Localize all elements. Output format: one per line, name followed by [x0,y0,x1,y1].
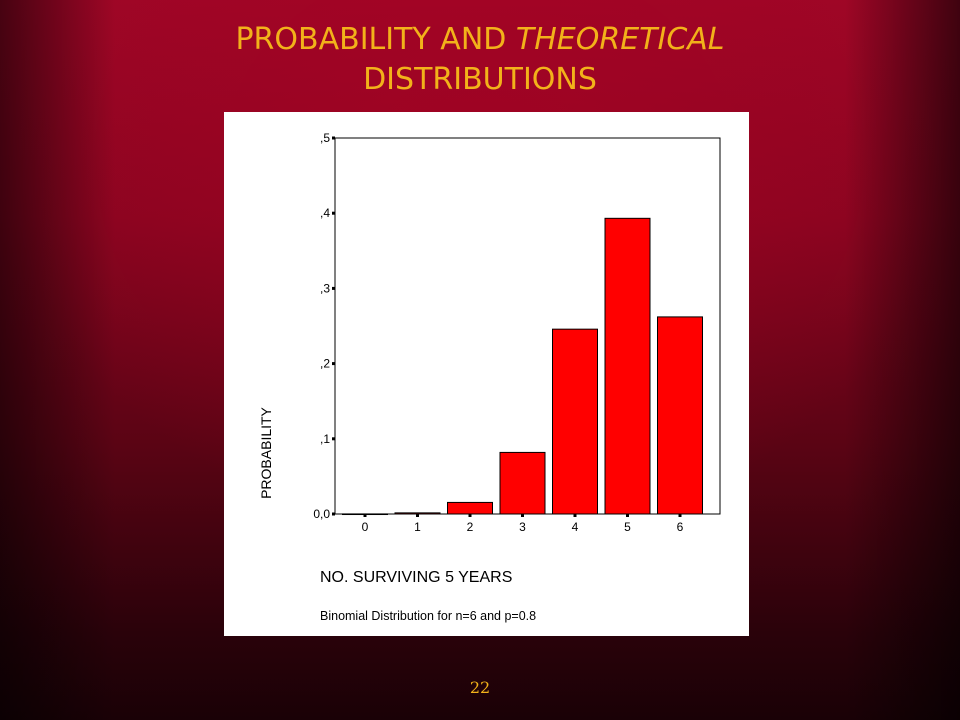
chart-caption: Binomial Distribution for n=6 and p=0.8 [320,609,536,623]
y-tick-mark [332,136,335,140]
y-tick-mark [332,286,335,290]
x-tick-mark [521,514,524,517]
slide-title: PROBABILITY AND THEORETICAL DISTRIBUTION… [0,20,960,100]
bar [394,512,441,515]
y-tick-label: ,1 [320,432,330,446]
x-tick-mark [626,514,629,517]
y-tick-label: ,4 [320,206,330,220]
y-tick-mark [332,437,335,441]
title-text: PROBABILITY AND [235,22,516,57]
title-line-2: DISTRIBUTIONS [363,62,597,97]
y-tick-mark [332,211,335,215]
x-axis-label: NO. SURVIVING 5 YEARS [320,569,512,586]
x-tick-mark [678,514,682,517]
x-tick-label: 6 [677,520,684,534]
x-tick-label: 5 [624,520,631,534]
x-tick-label: 2 [467,520,474,534]
x-tick-label: 3 [519,520,526,534]
page-number: 22 [469,678,491,697]
bar [499,451,546,515]
bar-chart: 0,0 ,1 ,2 ,3 ,4 ,5 0 1 2 3 4 5 6 PROBABILITY NO. SURVI… [258,131,721,623]
x-tick-mark [363,514,367,517]
y-tick-label: 0,0 [313,507,330,521]
bar [604,217,651,515]
x-tick-mark [468,514,472,517]
bar [447,501,493,515]
y-tick-label: ,2 [320,357,330,371]
y-tick-label: ,5 [320,131,330,145]
y-tick-mark [332,512,335,516]
x-tick-label: 1 [414,520,421,534]
y-axis-label: PROBABILITY [258,406,274,498]
title-italic-text: THEORETICAL [515,22,725,57]
bar [552,328,598,515]
x-tick-label: 0 [362,520,369,534]
x-tick-mark [573,514,577,517]
x-tick-label: 4 [572,520,579,534]
y-tick-label: ,3 [320,281,330,295]
y-tick-mark [332,362,335,366]
x-tick-mark [416,514,419,517]
bar [657,316,703,515]
chart-panel: 0,0 ,1 ,2 ,3 ,4 ,5 0 1 2 3 4 5 6 PROBABILITY NO. SURVI… [224,112,749,636]
